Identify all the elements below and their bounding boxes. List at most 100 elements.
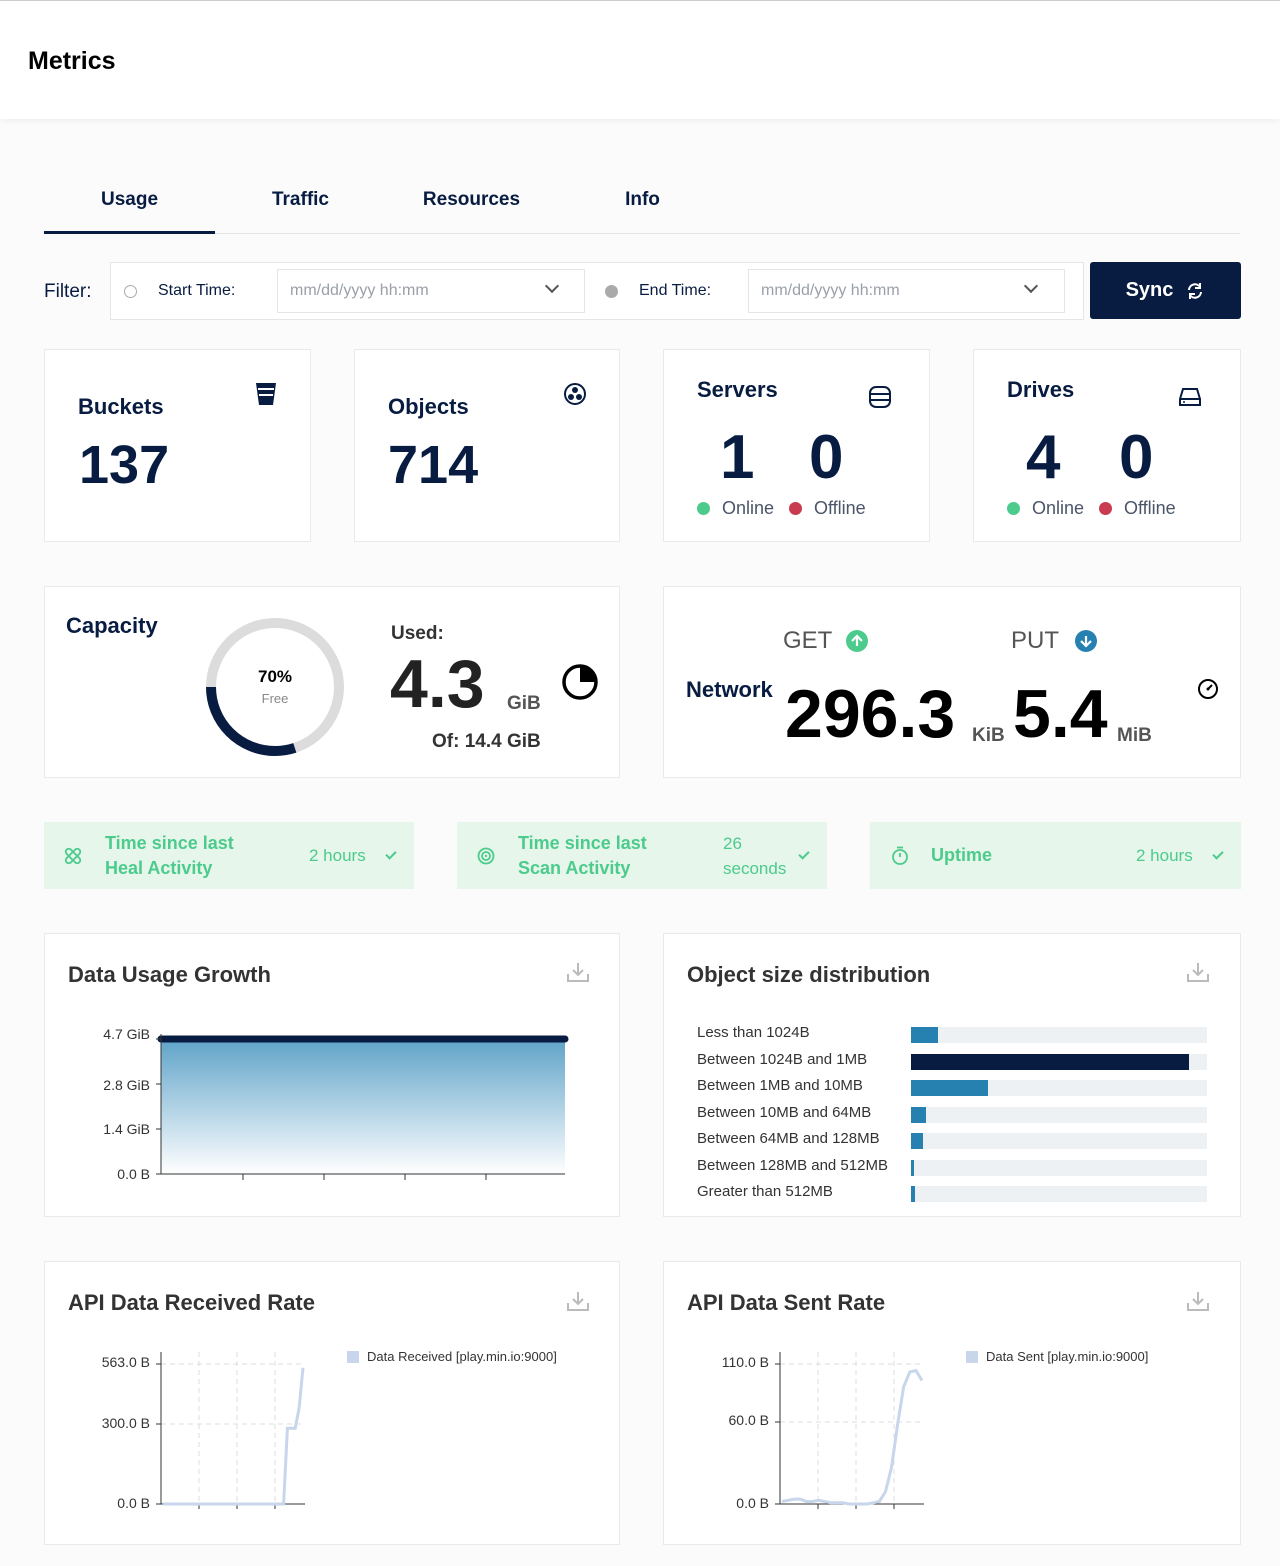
drives-title: Drives [1007,377,1075,402]
legend-label: Data Sent [play.min.io:9000] [986,1349,1149,1364]
capacity-used-label: Used: [391,623,444,644]
distribution-bar [911,1160,914,1176]
objects-title: Objects [388,394,469,419]
y-tick-label: 563.0 B [101,1354,150,1370]
distribution-bar [911,1107,926,1123]
download-icon[interactable] [567,1290,589,1312]
distribution-track [911,1080,1207,1096]
chart-title: API Data Received Rate [68,1290,315,1315]
clock-icon [124,285,137,298]
get-value: 296.3 [785,676,956,752]
servers-offline-status: Offline [789,498,866,519]
online-label: Online [1032,498,1085,518]
tab-usage[interactable]: Usage [44,172,215,234]
offline-label: Offline [814,498,866,518]
legend-swatch [347,1350,359,1363]
buckets-card: Buckets 137 [44,349,311,542]
chart-title: API Data Sent Rate [687,1290,886,1315]
drives-offline-status: Offline [1099,498,1176,519]
offline-dot [1099,502,1112,515]
objects-icon [564,383,586,405]
uptime-title: Uptime [931,845,993,865]
refresh-icon [1188,282,1203,299]
scan-title: Time since last Scan Activity [518,833,647,878]
legend: Data Sent [play.min.io:9000] [966,1349,1148,1364]
scan-icon [477,847,495,865]
network-title: Network [686,677,773,702]
check-icon [1212,848,1224,860]
distribution-bar [911,1133,923,1149]
uptime-value: 2 hours [1136,846,1193,865]
distribution-label: Between 64MB and 128MB [697,1130,880,1147]
servers-online-count: 1 [720,423,755,492]
tab-resources[interactable]: Resources [422,189,521,210]
servers-online-status: Online [697,498,774,519]
download-icon[interactable] [567,961,589,983]
offline-label: Offline [1124,498,1176,518]
y-tick-label: 300.0 B [101,1415,150,1431]
online-dot [697,502,710,515]
usage-growth-plot [156,1034,569,1180]
download-icon[interactable] [1187,1290,1209,1312]
legend-label: Data Received [play.min.io:9000] [367,1349,557,1364]
distribution-label: Between 10MB and 64MB [697,1104,872,1121]
scan-value: 26 seconds [723,834,787,878]
y-tick-label: 1.4 GiB [103,1121,150,1137]
tab-info[interactable]: Info [625,189,660,210]
filter-box: Start Time: mm/dd/yyyy hh:mm End Time: m… [110,262,1084,320]
received-rate-plot [156,1352,305,1509]
objects-count: 714 [388,435,479,495]
start-time-input[interactable]: mm/dd/yyyy hh:mm [277,269,585,313]
series-line [781,1368,924,1506]
heal-status: Time since last Heal Activity 2 hours [44,822,414,889]
objects-card: Objects 714 [354,349,620,542]
pie-chart-icon [562,664,598,700]
buckets-count: 137 [79,435,170,495]
heal-value: 2 hours [309,846,366,865]
heal-title: Time since last Heal Activity [105,833,234,878]
distribution-label: Less than 1024B [697,1024,810,1041]
buckets-title: Buckets [78,394,164,419]
legend: Data Received [play.min.io:9000] [347,1349,557,1364]
y-tick-label: 0.0 B [117,1166,150,1182]
end-time-input[interactable]: mm/dd/yyyy hh:mm [748,269,1065,313]
distribution-bar [911,1080,988,1096]
series-line [163,1367,305,1506]
drive-icon [1179,388,1201,406]
y-tick-label: 4.7 GiB [103,1026,150,1042]
distribution-track [911,1027,1207,1043]
capacity-free-percent: 70% [257,667,293,686]
stopwatch-icon [892,846,908,865]
page-title: Metrics [28,47,116,75]
get-unit: KiB [972,725,1005,746]
y-tick-label: 0.0 B [736,1495,769,1511]
legend-swatch [966,1350,978,1363]
distribution-track [911,1107,1207,1123]
y-tick-label: 0.0 B [117,1495,150,1511]
distribution-track [911,1160,1207,1176]
distribution-track [911,1133,1207,1149]
heal-icon [64,847,82,865]
usage-area [161,1039,565,1174]
sent-rate-plot [775,1352,924,1509]
online-label: Online [722,498,775,518]
download-icon[interactable] [1187,961,1209,983]
chart-title: Object size distribution [687,962,931,987]
filter-label: Filter: [44,281,92,302]
sync-button[interactable]: Sync [1090,262,1241,319]
start-time-label: Start Time: [158,282,236,299]
drives-offline-count: 0 [1119,423,1154,492]
y-tick-label: 110.0 B [721,1354,769,1370]
distribution-label: Between 128MB and 512MB [697,1157,888,1174]
check-icon [798,848,810,860]
distribution-track [911,1186,1207,1202]
tab-bar: Usage Traffic Resources Info [44,172,1240,234]
drives-online-status: Online [1007,498,1084,519]
server-icon [869,386,891,408]
api-received-card: API Data Received Rate 563.0 B 300.0 B 0… [44,1261,620,1545]
get-label: GET [783,627,833,654]
top-bar: Metrics [0,0,1280,119]
drives-card: Drives 4 0 Online Offline [973,349,1241,542]
tab-traffic[interactable]: Traffic [271,189,330,210]
servers-title: Servers [697,377,778,402]
